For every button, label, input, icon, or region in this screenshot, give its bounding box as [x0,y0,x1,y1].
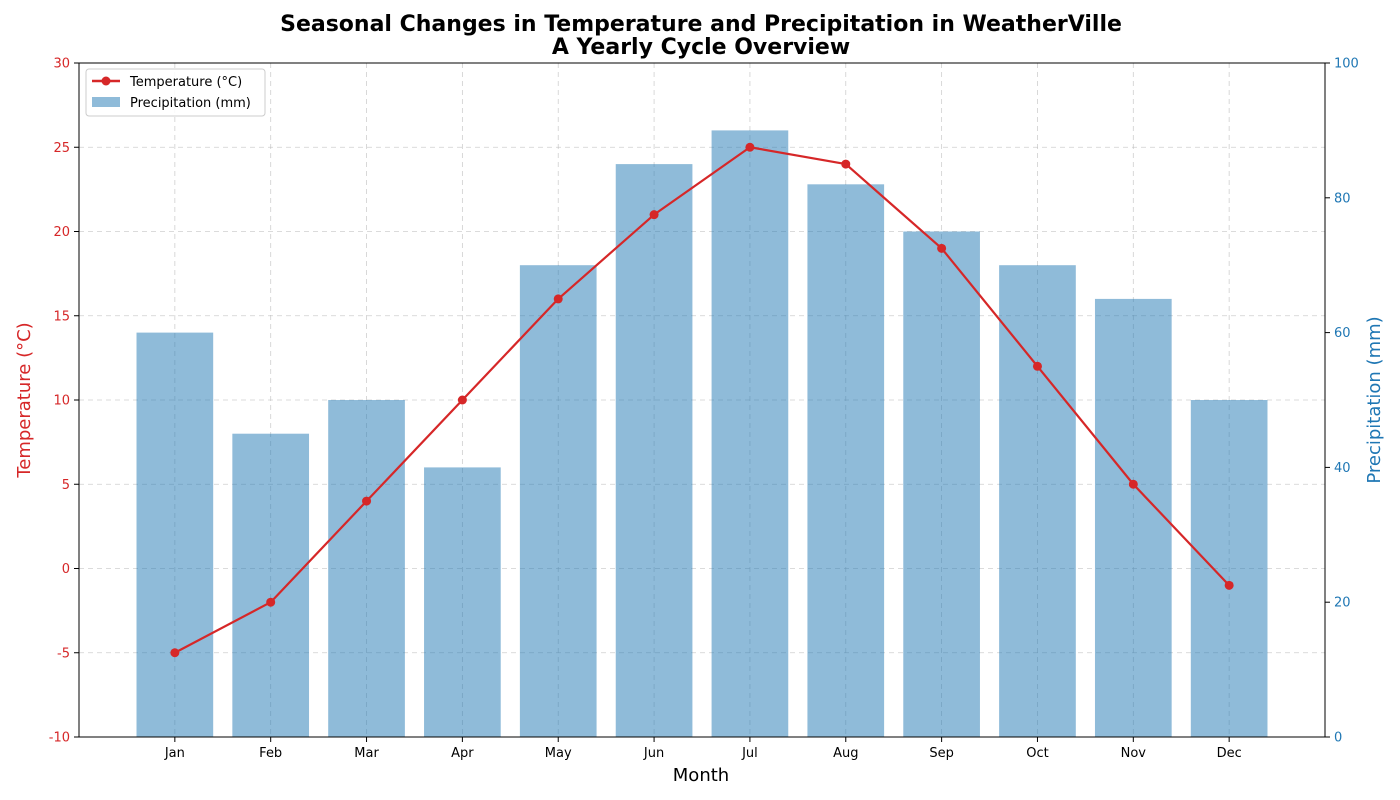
x-tick-label: Apr [451,746,474,761]
x-tick-label: Jul [741,746,758,761]
x-tick-label: Oct [1026,746,1048,761]
temperature-line-series [170,142,1234,658]
legend-temperature-label: Temperature (°C) [129,75,242,90]
y-right-tick-label: 60 [1334,326,1351,341]
x-tick-label: Dec [1217,746,1242,761]
legend-temperature-marker [101,76,111,86]
temperature-point [362,496,372,506]
temperature-point [937,243,947,253]
precipitation-bar [519,265,597,737]
x-tick-label: Jan [164,746,185,761]
x-tick-label: Aug [833,746,858,761]
y-left-tick-label: 25 [53,141,70,156]
y-left-tick-label: 15 [53,309,70,324]
y-left-tick-label: -10 [49,731,70,746]
y-right-tick-label: 0 [1334,731,1342,746]
legend-box [85,68,266,117]
temperature-point [170,648,180,658]
temperature-point [1224,580,1234,590]
y-left-tick-label: 0 [62,562,70,577]
x-tick-label: May [545,746,572,761]
axes [74,62,1330,742]
precipitation-bar [424,467,501,737]
temperature-line [174,146,1230,654]
temperature-point [1032,361,1042,371]
y-left-tick-label: 5 [62,478,70,493]
temperature-point [649,210,659,220]
precipitation-bars [136,130,1268,738]
y-right-tick-label: 80 [1334,191,1351,206]
legend-precipitation-label: Precipitation (mm) [130,96,251,111]
precipitation-bar [328,400,405,737]
temperature-point [1128,479,1138,489]
y-axis-left-label: Temperature (°C) [14,322,35,478]
tick-labels: -10 -5 0 5 10 15 20 25 30 0 20 40 60 80 100 Jan Feb Mar Ap… [49,57,1359,762]
precipitation-bar [807,184,885,737]
y-left-tick-label: 10 [53,394,70,409]
temperature-point [553,294,563,304]
precipitation-bar [999,265,1076,737]
y-right-tick-label: 40 [1334,461,1351,476]
legend-precipitation-swatch [92,97,120,107]
temperature-point [266,597,276,607]
precipitation-bar [711,130,789,737]
y-left-tick-label: 20 [53,225,70,240]
chart-subtitle: A Yearly Cycle Overview [552,35,850,60]
y-axis-right-label: Precipitation (mm) [1364,316,1385,483]
x-tick-label: Feb [259,746,282,761]
precipitation-bar [136,332,214,737]
temperature-point [457,395,467,405]
x-axis-label: Month [673,765,729,786]
y-right-tick-label: 100 [1334,57,1359,72]
x-tick-label: Nov [1121,746,1147,761]
precipitation-bar [232,433,310,737]
precipitation-bar [615,164,693,738]
y-right-tick-label: 20 [1334,596,1351,611]
x-tick-label: Mar [354,746,379,761]
y-left-tick-label: 30 [53,57,70,72]
temperature-point [841,159,851,169]
x-tick-label: Sep [929,746,954,761]
precipitation-bar [1094,298,1172,737]
y-left-tick-label: -5 [57,646,70,661]
chart-legend: Temperature (°C) Precipitation (mm) [85,68,266,117]
x-tick-label: Jun [643,746,664,761]
chart-title: Seasonal Changes in Temperature and Prec… [280,12,1122,37]
temperature-point [745,142,755,152]
precipitation-bar [1190,400,1268,737]
precipitation-bar [903,231,980,737]
